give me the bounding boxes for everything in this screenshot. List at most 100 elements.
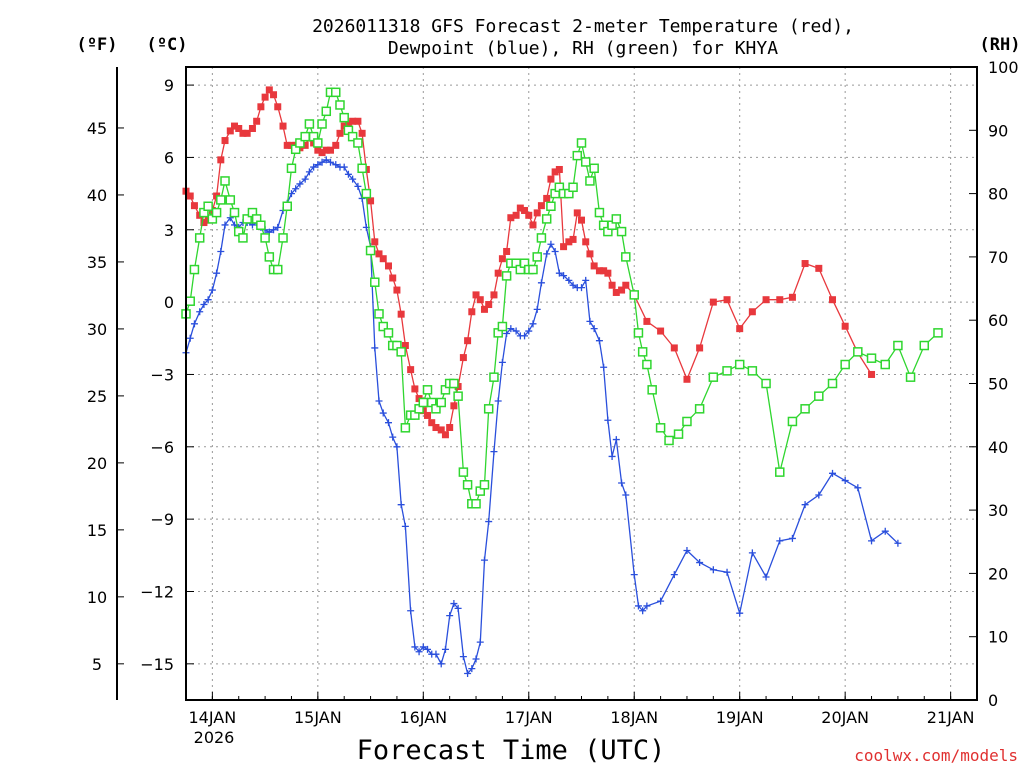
rh-tick-label: 80: [988, 185, 1008, 204]
x-axis-title: Forecast Time (UTC): [357, 735, 666, 766]
temperature-point: [349, 117, 357, 125]
dewpoint-point: [332, 161, 340, 169]
temperature-point: [472, 291, 480, 299]
dewpoint-point: [441, 645, 449, 653]
dewpoint-point: [683, 546, 691, 554]
dewpoint-point: [639, 607, 647, 615]
celsius-tick-label: −6: [150, 438, 174, 457]
temperature-point: [815, 264, 823, 272]
rh-tick-label: 100: [988, 58, 1019, 77]
temperature-point: [446, 424, 454, 432]
temperature-point: [200, 219, 208, 227]
temperature-point: [512, 211, 520, 219]
fahrenheit-tick-label: 30: [87, 320, 107, 339]
rh-point: [589, 163, 599, 174]
fahrenheit-unit-label: (ºF): [77, 35, 118, 55]
temperature-point: [683, 375, 691, 383]
temperature-point: [437, 426, 445, 434]
dewpoint-point: [204, 296, 212, 304]
rh-point: [501, 271, 512, 281]
temperature-point: [393, 286, 401, 294]
dewpoint-point: [512, 327, 520, 335]
x-tick-label: 19JAN: [716, 708, 764, 727]
dewpoint-point: [389, 433, 397, 441]
dewpoint-point: [788, 534, 796, 542]
temperature-point: [424, 411, 432, 419]
dewpoint-point: [776, 537, 784, 545]
dewpoint-point: [432, 650, 440, 658]
temperature-point: [748, 308, 756, 316]
dewpoint-point: [213, 269, 221, 277]
dewpoint-point: [498, 358, 506, 366]
celsius-tick-label: 3: [164, 221, 174, 240]
temperature-point: [407, 366, 415, 374]
chart-title-line2: Dewpoint (blue), RH (green) for KHYA: [388, 38, 778, 59]
temperature-point: [494, 269, 502, 277]
rh-point: [225, 195, 236, 205]
rh-point: [260, 233, 270, 243]
temperature-point: [776, 296, 784, 304]
temperature-point: [459, 354, 467, 362]
rh-point: [775, 467, 785, 477]
dewpoint-point: [411, 643, 419, 651]
temperature-point: [464, 337, 472, 345]
dewpoint-point: [590, 325, 598, 333]
rh-point: [594, 207, 605, 218]
temperature-point: [569, 235, 577, 243]
temperature-point: [441, 431, 449, 439]
dewpoint-point: [696, 559, 704, 567]
temperature-point: [543, 194, 551, 202]
rh-point: [827, 378, 838, 389]
rh-point: [264, 252, 275, 262]
dewpoint-point: [407, 607, 415, 615]
rh-point: [761, 378, 771, 389]
fahrenheit-tick-label: 45: [87, 119, 107, 138]
dewpoint-point: [643, 602, 651, 610]
rh-point: [313, 138, 323, 148]
temperature-point: [186, 192, 194, 200]
temperature-point: [762, 296, 770, 304]
dewpoint-point: [401, 522, 409, 530]
rh-point: [637, 347, 648, 357]
rh-point: [317, 119, 327, 129]
dewpoint-point: [881, 527, 889, 535]
temperature-point: [565, 238, 573, 246]
x-tick-label: 17JAN: [505, 708, 553, 727]
temperature-point: [612, 288, 620, 296]
temperature-point: [670, 344, 678, 352]
dewpoint-point: [582, 276, 590, 284]
rh-point: [541, 214, 552, 224]
rh-tick-label: 50: [988, 375, 1008, 394]
dewpoint-point: [221, 221, 229, 229]
rh-tick-label: 40: [988, 438, 1008, 457]
rh-point: [905, 372, 916, 382]
dewpoint-point: [454, 604, 462, 612]
dewpoint-point: [476, 638, 484, 646]
x-tick-label: 21JAN: [927, 708, 975, 727]
dewpoint-point: [829, 469, 837, 477]
temperature-point: [235, 124, 243, 132]
temperature-point: [411, 385, 419, 393]
rh-point: [866, 353, 877, 363]
rh-point: [734, 359, 745, 370]
x-tick-label: 15JAN: [294, 708, 342, 727]
dewpoint-point: [533, 305, 541, 313]
celsius-tick-label: 0: [164, 293, 174, 312]
rh-point: [431, 404, 441, 414]
dewpoint-point: [217, 247, 225, 255]
rh-point: [339, 112, 349, 123]
rh-unit-label: (RH): [980, 35, 1021, 55]
rh-point: [479, 480, 490, 490]
dewpoint-point: [525, 327, 533, 335]
dewpoint-point: [595, 337, 603, 345]
rh-point: [708, 372, 719, 382]
temperature-point: [279, 122, 287, 130]
temperature-point: [432, 424, 440, 432]
temperature-point: [529, 221, 537, 229]
rh-point: [647, 385, 657, 395]
dewpoint-point: [196, 308, 204, 316]
dewpoint-point: [310, 163, 318, 171]
temperature-point: [788, 293, 796, 301]
dewpoint-point: [200, 301, 208, 309]
rh-point: [189, 264, 200, 275]
